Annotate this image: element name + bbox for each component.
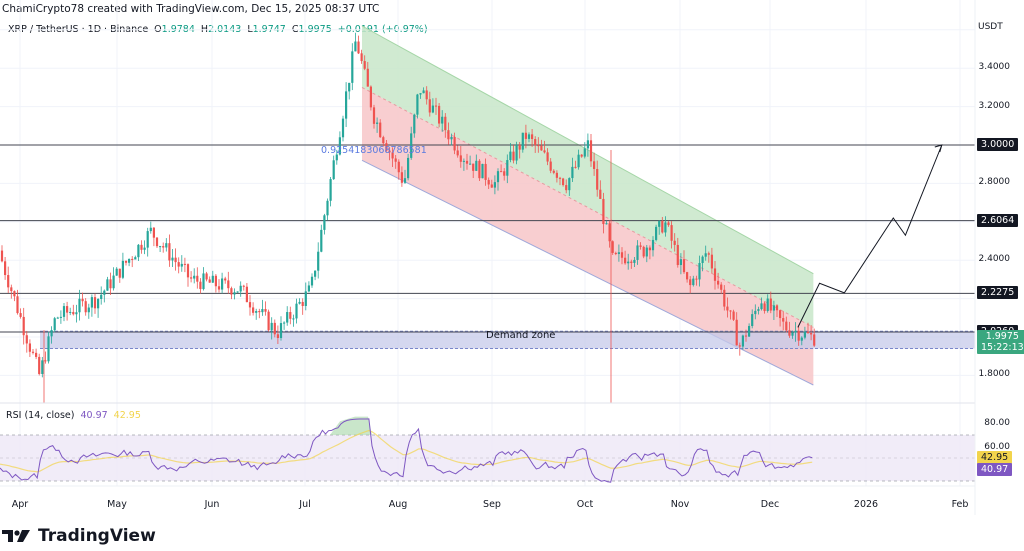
tradingview-logo-icon (2, 530, 30, 542)
grid-lines (0, 0, 975, 486)
fib-level-label: 0.9254183068786581 (321, 145, 427, 156)
time-tick: Feb (951, 499, 969, 510)
candlesticks (0, 32, 816, 403)
last-price-badge: 1.9975 15:22:13 (977, 330, 1024, 354)
rsi-ma-badge: 42.95 (977, 451, 1013, 464)
rsi-title[interactable]: RSI (14, close) (6, 410, 75, 421)
time-tick: Nov (670, 499, 690, 510)
level-price-badge: 2.2275 (977, 286, 1019, 300)
rsi-legend: RSI (14, close) 40.97 42.95 (6, 410, 141, 421)
candle-countdown: 15:22:13 (981, 342, 1024, 353)
arrow-head-icon (934, 144, 943, 153)
brand-name: TradingView (38, 526, 156, 546)
tradingview-logo[interactable]: TradingView (2, 526, 156, 546)
price-tick: 3.2000 (978, 100, 1011, 111)
time-tick: Aug (388, 499, 408, 510)
time-tick: Jun (204, 499, 220, 510)
horizontal-levels[interactable] (0, 144, 975, 333)
rsi-ma-value: 42.95 (113, 410, 141, 421)
rsi-tick-60: 60.00 (984, 442, 1010, 452)
chart-credit: ChamiCrypto78 created with TradingView.c… (2, 3, 380, 15)
level-price-badge: 3.0000 (977, 138, 1019, 151)
time-tick: May (107, 499, 127, 510)
time-tick: Dec (760, 499, 780, 510)
time-tick: 2026 (853, 499, 879, 510)
rsi-pane (0, 416, 975, 483)
currency-unit[interactable]: USDT (978, 22, 1003, 32)
channel-lower-half[interactable] (362, 87, 814, 386)
price-tick: 1.8000 (978, 369, 1011, 380)
time-tick: Oct (576, 499, 594, 510)
level-price-badge: 2.6064 (977, 213, 1019, 227)
rsi-value: 40.97 (80, 410, 108, 421)
rsi-tick-80: 80.00 (984, 418, 1010, 428)
time-tick: Sep (483, 499, 501, 510)
price-tick: 2.4000 (978, 254, 1011, 265)
rsi-badge: 40.97 (977, 463, 1013, 476)
rsi-line (0, 418, 813, 483)
demand-zone-label: Demand zone (486, 330, 556, 341)
demand-zone[interactable] (40, 330, 975, 350)
projection-path[interactable] (797, 144, 943, 328)
channel-upper-half[interactable] (362, 25, 814, 328)
time-tick: Apr (11, 499, 29, 510)
price-tick: 2.8000 (978, 177, 1011, 188)
price-tick: 3.4000 (978, 62, 1011, 73)
time-tick: Jul (299, 499, 311, 510)
